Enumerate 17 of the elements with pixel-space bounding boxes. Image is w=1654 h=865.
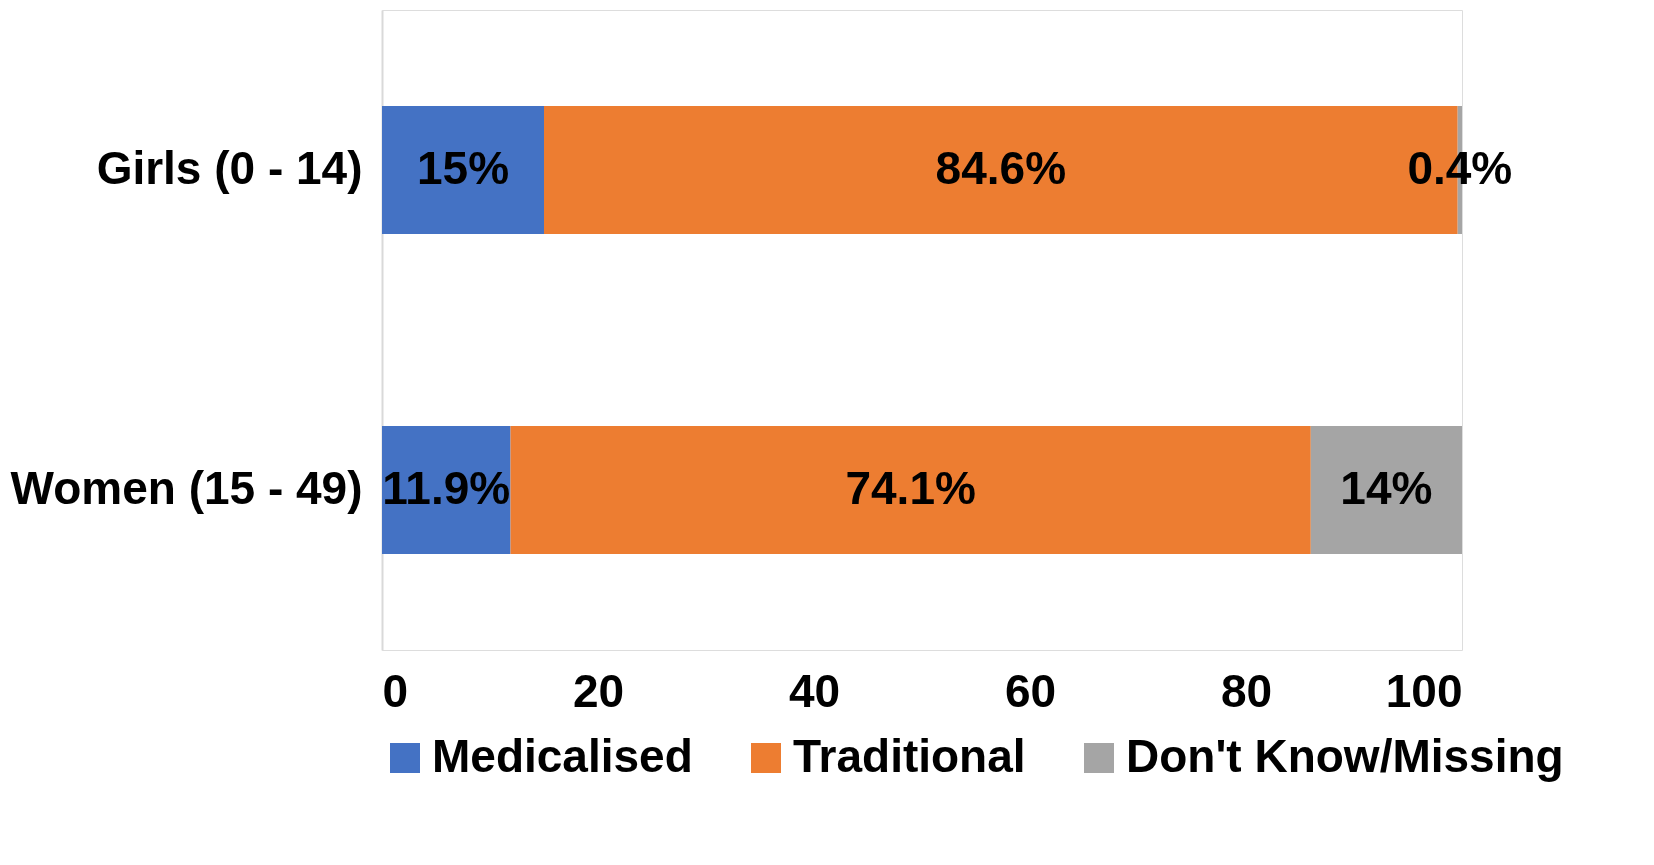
data-label: 11.9% bbox=[382, 462, 511, 514]
legend-label: Don't Know/Missing bbox=[1126, 730, 1564, 782]
data-label: 15% bbox=[416, 142, 510, 194]
legend-label: Traditional bbox=[793, 730, 1026, 782]
data-label: 14% bbox=[1340, 462, 1433, 514]
data-label: 84.6% bbox=[935, 142, 1067, 194]
y-tick-label: Women (15 - 49) bbox=[10, 462, 363, 514]
data-label: 74.1% bbox=[845, 462, 976, 514]
x-tick-label: 20 bbox=[572, 664, 625, 717]
legend-label: Medicalised bbox=[432, 730, 693, 782]
x-tick-label: 80 bbox=[1220, 664, 1273, 717]
y-tick-label: Girls (0 - 14) bbox=[96, 142, 363, 194]
x-tick-label: 60 bbox=[1004, 664, 1057, 717]
x-tick-label: 100 bbox=[1385, 664, 1463, 717]
x-tick-label: 40 bbox=[788, 664, 841, 717]
x-tick-label: 0 bbox=[382, 664, 409, 717]
data-label: 0.4% bbox=[1407, 142, 1513, 194]
